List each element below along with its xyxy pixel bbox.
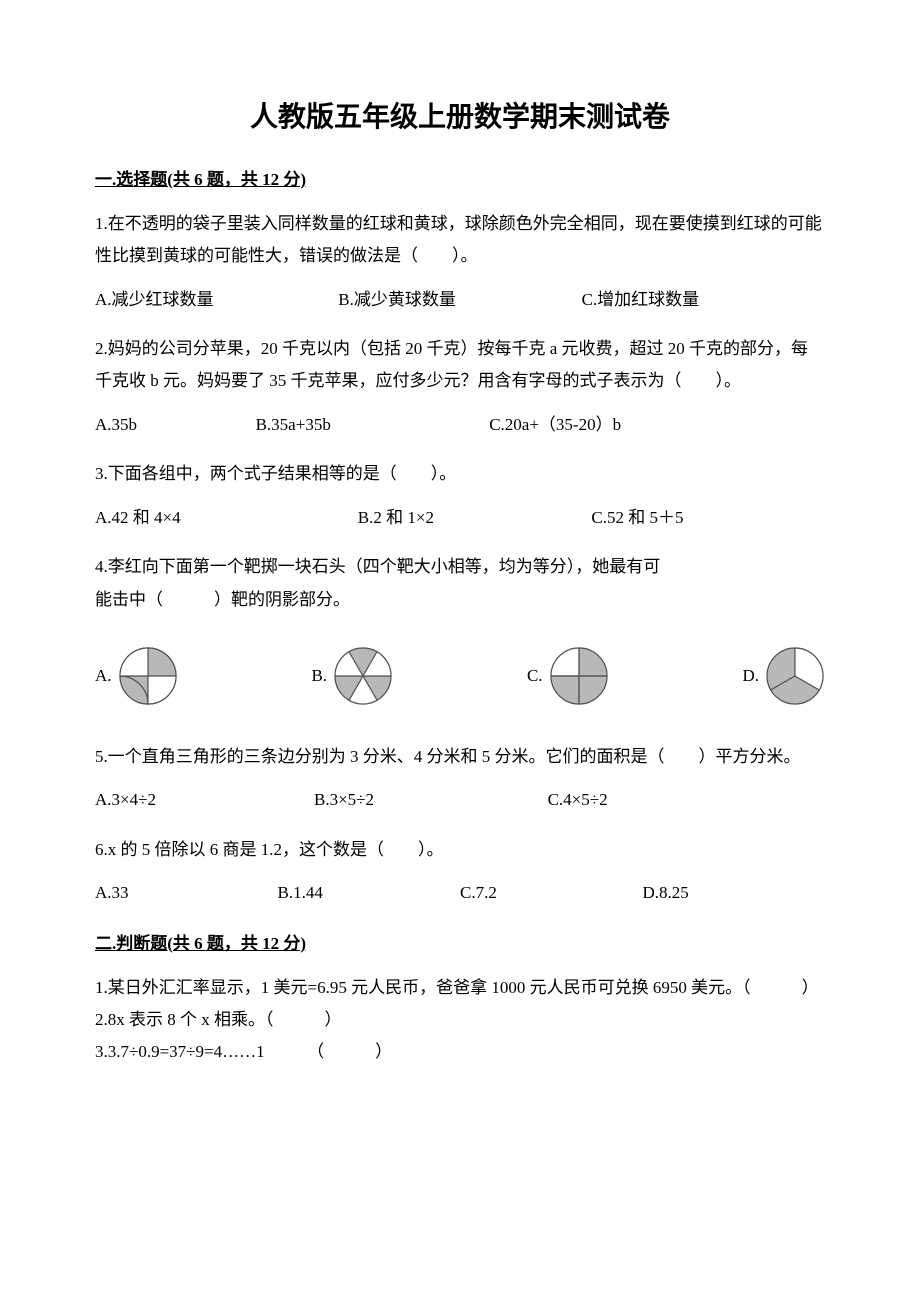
q1-opt-b: B.减少黄球数量 xyxy=(338,285,581,316)
section1-header: 一.选择题(共 6 题，共 12 分) xyxy=(95,165,825,190)
q5-opt-c: C.4×5÷2 xyxy=(548,785,825,816)
question-5: 5.一个直角三角形的三条边分别为 3 分米、4 分米和 5 分米。它们的面积是（… xyxy=(95,741,825,816)
q2-options: A.35b B.35a+35b C.20a+（35-20）b xyxy=(95,410,825,441)
q6-opt-b: B.1.44 xyxy=(278,878,461,909)
q6-opt-a: A.33 xyxy=(95,878,278,909)
question-1: 1.在不透明的袋子里装入同样数量的红球和黄球，球除颜色外完全相同，现在要使摸到红… xyxy=(95,208,825,315)
q1-opt-c: C.增加红球数量 xyxy=(582,285,825,316)
question-4: 4.李红向下面第一个靶掷一块石头（四个靶大小相等，均为等分），她最有可 能击中（… xyxy=(95,551,825,706)
q1-options: A.减少红球数量 B.减少黄球数量 C.增加红球数量 xyxy=(95,285,825,316)
q3-text: 3.下面各组中，两个式子结果相等的是（ ）。 xyxy=(95,458,825,490)
question-3: 3.下面各组中，两个式子结果相等的是（ ）。 A.42 和 4×4 B.2 和 … xyxy=(95,458,825,533)
q6-options: A.33 B.1.44 C.7.2 D.8.25 xyxy=(95,878,825,909)
q2-opt-b: B.35a+35b xyxy=(256,410,490,441)
q3-options: A.42 和 4×4 B.2 和 1×2 C.52 和 5＋5 xyxy=(95,503,825,534)
q6-text: 6.x 的 5 倍除以 6 商是 1.2，这个数是（ ）。 xyxy=(95,834,825,866)
pie-chart-b-icon xyxy=(333,646,393,706)
q2-opt-a: A.35b xyxy=(95,410,256,441)
q2-text: 2.妈妈的公司分苹果，20 千克以内（包括 20 千克）按每千克 a 元收费，超… xyxy=(95,333,825,398)
pie-chart-d-icon xyxy=(765,646,825,706)
q6-opt-c: C.7.2 xyxy=(460,878,643,909)
q4-opt-a-label: A. xyxy=(95,660,112,692)
q4-opt-c: C. xyxy=(527,646,609,706)
q5-text: 5.一个直角三角形的三条边分别为 3 分米、4 分米和 5 分米。它们的面积是（… xyxy=(95,741,825,773)
q1-opt-a: A.减少红球数量 xyxy=(95,285,338,316)
tf-q3: 3.3.7÷0.9=37÷9=4……1 （ ） xyxy=(95,1036,825,1068)
tf-q1: 1.某日外汇汇率显示，1 美元=6.95 元人民币，爸爸拿 1000 元人民币可… xyxy=(95,972,825,1004)
section2-header: 二.判断题(共 6 题，共 12 分) xyxy=(95,929,825,954)
q5-opt-b: B.3×5÷2 xyxy=(314,785,548,816)
tf-q2: 2.8x 表示 8 个 x 相乘。（ ） xyxy=(95,1004,825,1036)
q4-text-line1: 4.李红向下面第一个靶掷一块石头（四个靶大小相等，均为等分），她最有可 xyxy=(95,551,825,583)
pie-chart-a-icon xyxy=(118,646,178,706)
q5-opt-a: A.3×4÷2 xyxy=(95,785,314,816)
q5-options: A.3×4÷2 B.3×5÷2 C.4×5÷2 xyxy=(95,785,825,816)
q1-text: 1.在不透明的袋子里装入同样数量的红球和黄球，球除颜色外完全相同，现在要使摸到红… xyxy=(95,208,825,273)
question-6: 6.x 的 5 倍除以 6 商是 1.2，这个数是（ ）。 A.33 B.1.4… xyxy=(95,834,825,909)
q4-options: A. B. xyxy=(95,646,825,706)
pie-chart-c-icon xyxy=(549,646,609,706)
q3-opt-b: B.2 和 1×2 xyxy=(358,503,592,534)
q3-opt-a: A.42 和 4×4 xyxy=(95,503,358,534)
q4-opt-a: A. xyxy=(95,646,178,706)
q4-text-line2: 能击中（ ）靶的阴影部分。 xyxy=(95,584,825,616)
q4-opt-d: D. xyxy=(742,646,825,706)
q2-opt-c: C.20a+（35-20）b xyxy=(489,410,825,441)
q4-opt-d-label: D. xyxy=(742,660,759,692)
q4-opt-b: B. xyxy=(311,646,393,706)
q6-opt-d: D.8.25 xyxy=(643,878,826,909)
q4-opt-b-label: B. xyxy=(311,660,327,692)
q4-opt-c-label: C. xyxy=(527,660,543,692)
question-2: 2.妈妈的公司分苹果，20 千克以内（包括 20 千克）按每千克 a 元收费，超… xyxy=(95,333,825,440)
q3-opt-c: C.52 和 5＋5 xyxy=(591,503,825,534)
page-title: 人教版五年级上册数学期末测试卷 xyxy=(95,95,825,135)
